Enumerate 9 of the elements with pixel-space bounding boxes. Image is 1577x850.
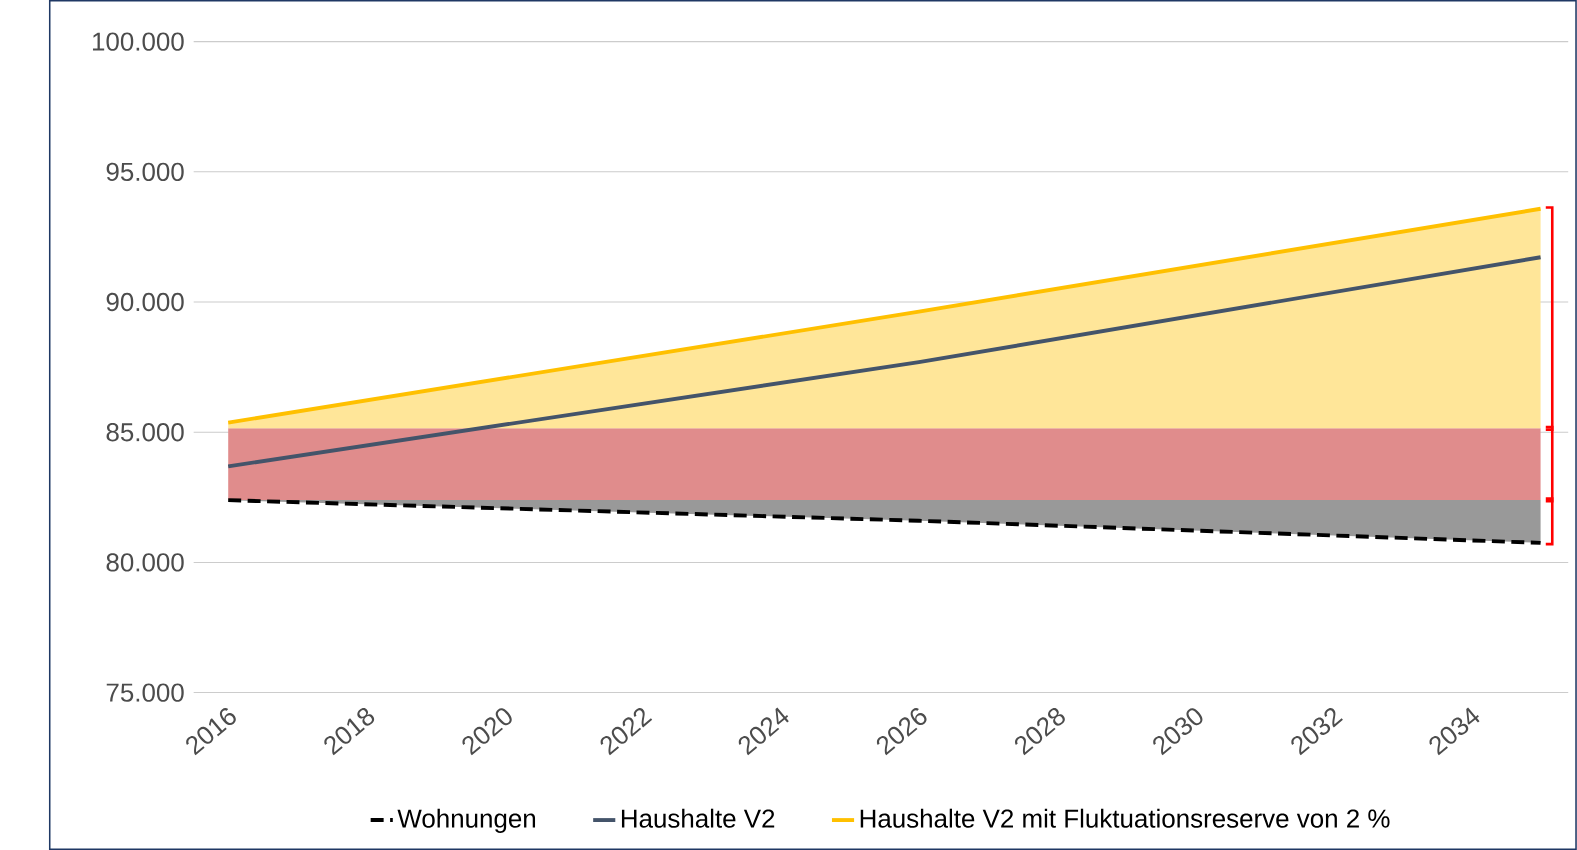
y-tick-label: 75.000 xyxy=(106,683,184,702)
y-tick-label: 90.000 xyxy=(106,292,184,312)
legend-label: Wohnungen xyxy=(397,808,536,833)
y-tick-label: 95.000 xyxy=(106,162,184,181)
y-tick-label: 80.000 xyxy=(106,553,184,572)
y-tick-label: 100.000 xyxy=(92,32,184,51)
legend-label: Haushalte V2 xyxy=(621,808,775,828)
y-tick-label: 85.000 xyxy=(106,422,184,442)
legend-label: Haushalte V2 mit Fluktuationsreserve von 2 % xyxy=(860,808,1390,828)
